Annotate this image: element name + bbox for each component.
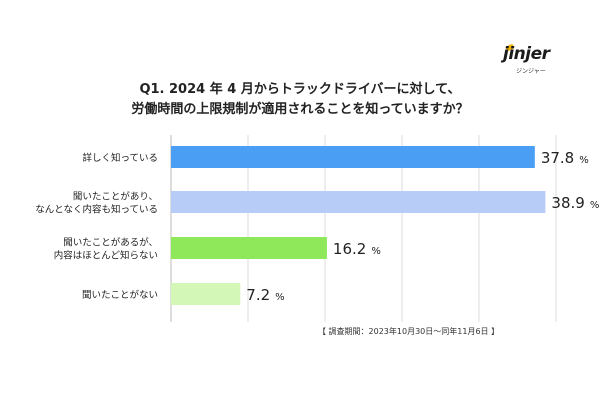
- jinjer-logo: jinjer ジンジャー: [503, 43, 555, 80]
- bar: [171, 146, 535, 168]
- logo-text: jinjer: [503, 44, 550, 64]
- category-label: 聞いたことがあり、: [73, 191, 158, 203]
- category-label: なんとなく内容も知っている: [35, 204, 158, 216]
- chart-title-line-2: 労働時間の上限規制が適用されることを知っていますか？: [131, 102, 469, 117]
- data-label: 7.2%: [246, 286, 284, 304]
- data-label: 37.8%: [541, 149, 589, 167]
- category-label: 詳しく知っている: [82, 152, 158, 164]
- data-label: 16.2%: [333, 240, 381, 258]
- bar: [171, 283, 241, 305]
- survey-period-note: 【 調査期間：2023年10月30日〜同年11月6日 】: [318, 327, 500, 336]
- logo-subtext: ジンジャー: [516, 68, 546, 75]
- bar: [171, 191, 546, 213]
- category-label: 聞いたことがあるが、: [63, 237, 158, 249]
- chart-title-line-1: Q1. 2024 年 4 月からトラックドライバーに対して、: [139, 82, 461, 97]
- data-label: 38.9%: [551, 194, 599, 212]
- category-label: 内容はほとんど知らない: [54, 250, 158, 262]
- chart-title: Q1. 2024 年 4 月からトラックドライバーに対して、 労働時間の上限規制…: [0, 80, 600, 120]
- category-label: 聞いたことがない: [82, 289, 158, 301]
- bar: [171, 237, 327, 259]
